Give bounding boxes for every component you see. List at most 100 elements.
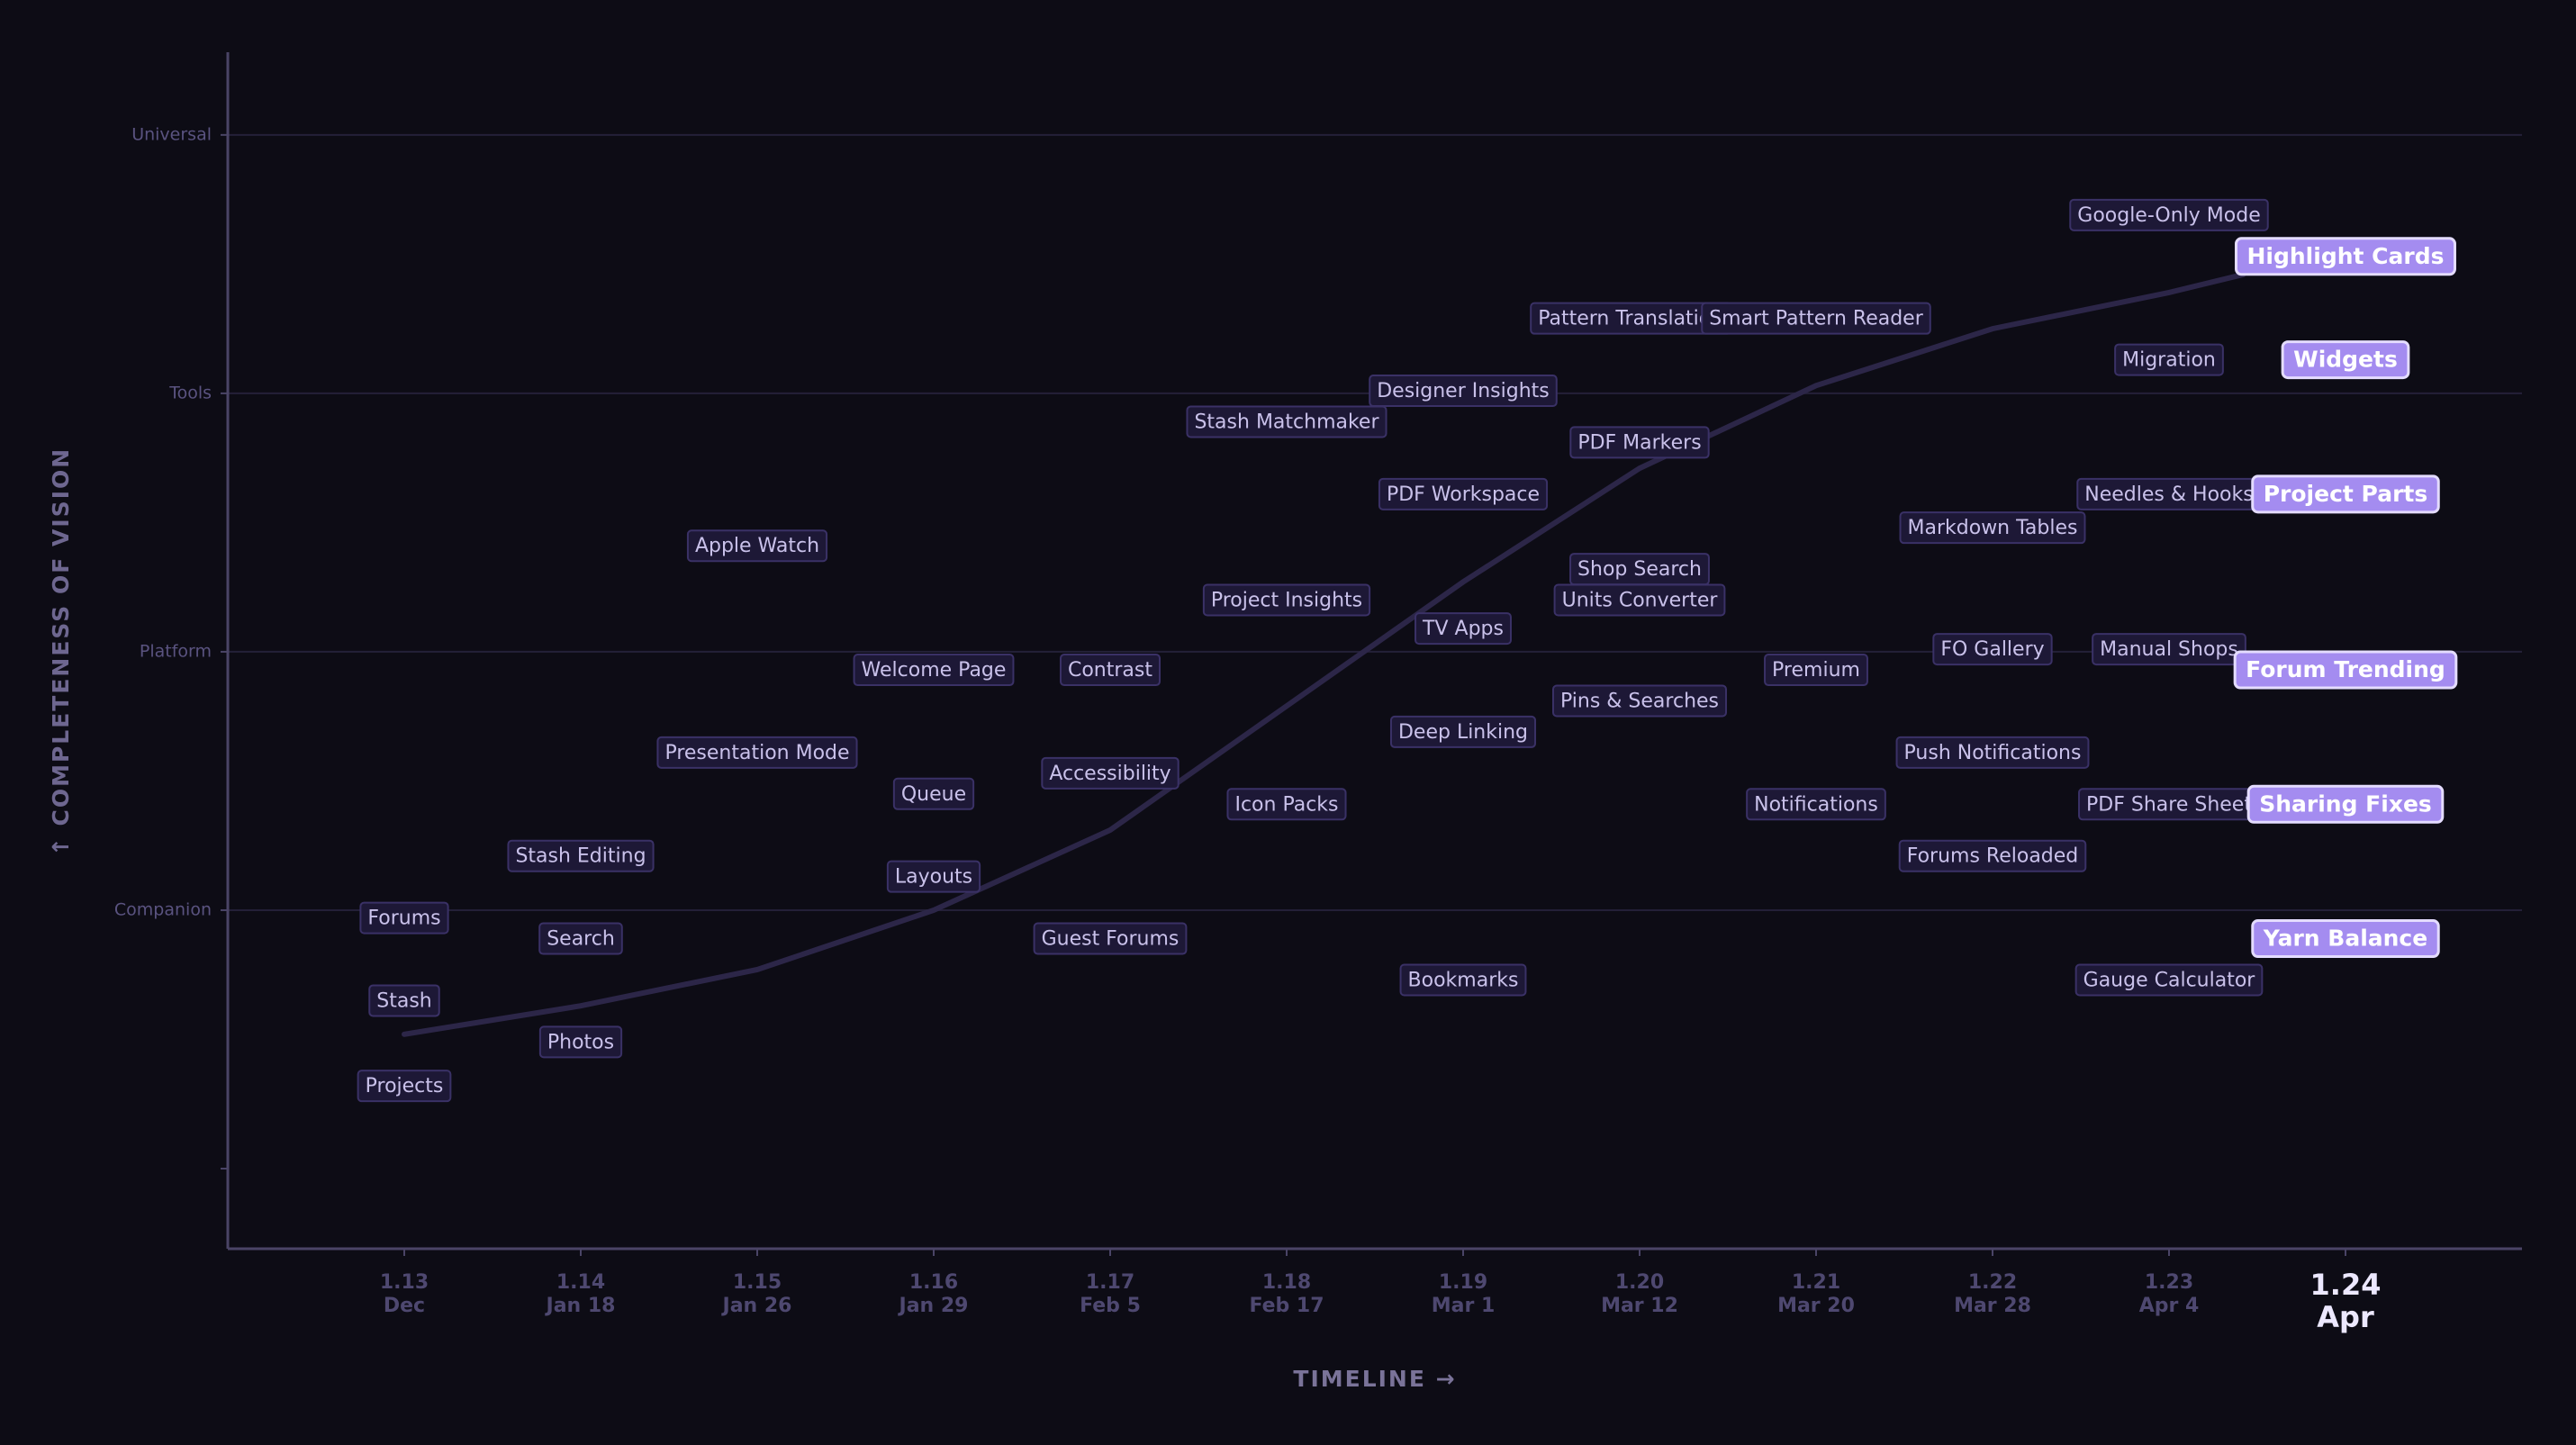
- feature: Welcome Page: [853, 654, 1015, 687]
- feature: Pins & Searches: [1551, 684, 1728, 718]
- feature-label: Designer Insights: [1377, 380, 1550, 402]
- feature-label: Accessibility: [1049, 763, 1170, 785]
- feature-label: Gauge Calculator: [2083, 969, 2256, 991]
- feature: TV Apps: [1415, 612, 1512, 646]
- x-tick-label: 1.20: [1615, 1271, 1664, 1294]
- feature-box: [538, 1025, 623, 1059]
- feature: Shop Search: [1569, 553, 1710, 586]
- x-tick-date: Feb 17: [1249, 1295, 1324, 1317]
- feature-label: Photos: [547, 1031, 614, 1053]
- feature-box: [1041, 756, 1180, 790]
- feature-box: [538, 922, 623, 955]
- x-tick-label: 1.15: [733, 1271, 782, 1294]
- feature-box: [2074, 963, 2264, 997]
- highlight-feature: Sharing Fixes: [2246, 784, 2445, 824]
- feature: Project Insights: [1202, 583, 1371, 617]
- x-tick-label: 1.18: [1262, 1271, 1311, 1294]
- feature-label: Google-Only Mode: [2077, 204, 2260, 227]
- feature: Icon Packs: [1226, 788, 1347, 821]
- feature: Stash Editing: [507, 839, 655, 872]
- feature: FO Gallery: [1932, 633, 2053, 666]
- feature: Gauge Calculator: [2074, 963, 2264, 997]
- feature: Notifications: [1746, 788, 1886, 821]
- feature-box: [886, 860, 981, 893]
- feature-label: Push Notifications: [1904, 742, 2082, 764]
- feature: Units Converter: [1553, 583, 1726, 617]
- feature-label: Projects: [366, 1075, 444, 1097]
- x-tick-label: 1.22: [1968, 1271, 2017, 1294]
- x-tick-label: 1.14: [556, 1271, 605, 1294]
- feature-label: FO Gallery: [1940, 638, 2044, 661]
- highlight-box: [2235, 237, 2456, 276]
- highlight-feature: Yarn Balance: [2251, 919, 2440, 959]
- feature-label: Pattern Translation: [1538, 308, 1723, 330]
- feature-label: Layouts: [895, 866, 972, 889]
- feature-box: [1202, 583, 1371, 617]
- feature-label: PDF Markers: [1577, 431, 1701, 454]
- x-tick-date: Mar 20: [1777, 1295, 1855, 1317]
- feature-label: Presentation Mode: [664, 742, 849, 764]
- x-tick-date: Mar 28: [1954, 1295, 2031, 1317]
- feature-box: [1389, 715, 1537, 748]
- feature: Forums: [359, 901, 449, 935]
- trend-line: [402, 271, 2246, 1037]
- feature: Google-Only Mode: [2069, 198, 2269, 231]
- feature: Migration: [2114, 343, 2224, 376]
- feature: Projects: [357, 1070, 452, 1103]
- x-tick-date: Mar 12: [1601, 1295, 1678, 1317]
- feature-box: [1764, 654, 1868, 687]
- x-tick-label: 1.19: [1439, 1271, 1487, 1294]
- highlight-feature: Highlight Cards: [2235, 237, 2456, 276]
- feature-label: Manual Shops: [2100, 638, 2238, 661]
- feature-label: Apple Watch: [695, 535, 819, 557]
- feature-label: Notifications: [1754, 793, 1878, 816]
- highlight-feature: Widgets: [2281, 340, 2410, 380]
- feature: Deep Linking: [1389, 715, 1537, 748]
- feature-box: [686, 529, 828, 563]
- x-tick-date: Jan 18: [545, 1295, 616, 1317]
- feature-box: [1369, 375, 1558, 408]
- feature-box: [1895, 736, 2090, 769]
- feature: Stash: [368, 984, 440, 1017]
- feature-label: TV Apps: [1422, 618, 1504, 640]
- y-axis-title: ↑ COMPLETENESS OF VISION: [48, 447, 74, 856]
- feature-box: [1553, 583, 1726, 617]
- feature-box: [1399, 963, 1527, 997]
- feature: Manual Shops: [2092, 633, 2246, 666]
- feature: Contrast: [1059, 654, 1161, 687]
- y-tick-label: Platform: [140, 641, 212, 661]
- feature-label: Needles & Hooks: [2084, 483, 2253, 506]
- y-tick-label: Tools: [168, 383, 212, 402]
- feature-box: [1415, 612, 1512, 646]
- feature: Layouts: [886, 860, 981, 893]
- feature-label: Premium: [1772, 659, 1860, 682]
- feature-box: [1569, 426, 1710, 459]
- feature-box: [892, 777, 975, 810]
- highlight-label: Yarn Balance: [2263, 926, 2427, 952]
- feature: Guest Forums: [1033, 922, 1188, 955]
- feature: Markdown Tables: [1899, 511, 2086, 545]
- feature: Bookmarks: [1399, 963, 1527, 997]
- feature: PDF Share Sheet: [2078, 788, 2260, 821]
- feature-label: PDF Share Sheet: [2086, 793, 2252, 816]
- feature-box: [1551, 684, 1728, 718]
- x-tick-label: 1.23: [2145, 1271, 2193, 1294]
- feature: Forums Reloaded: [1898, 839, 2087, 872]
- x-axis-title: TIMELINE →: [1293, 1366, 1456, 1392]
- feature: Photos: [538, 1025, 623, 1059]
- feature-label: Stash Editing: [515, 845, 646, 868]
- x-tick-date: Jan 26: [721, 1295, 792, 1317]
- x-tick-date: Jan 29: [898, 1295, 969, 1317]
- feature-label: Icon Packs: [1234, 793, 1338, 816]
- x-tick-label: 1.13: [380, 1271, 429, 1294]
- feature-label: Smart Pattern Reader: [1709, 308, 1923, 330]
- x-tick-label: 1.21: [1792, 1271, 1840, 1294]
- highlight-feature: Forum Trending: [2233, 650, 2458, 690]
- y-tick-label: Companion: [114, 899, 212, 919]
- highlight-label: Forum Trending: [2246, 656, 2445, 682]
- feature: Designer Insights: [1369, 375, 1558, 408]
- feature: Accessibility: [1041, 756, 1180, 790]
- feature-box: [1226, 788, 1347, 821]
